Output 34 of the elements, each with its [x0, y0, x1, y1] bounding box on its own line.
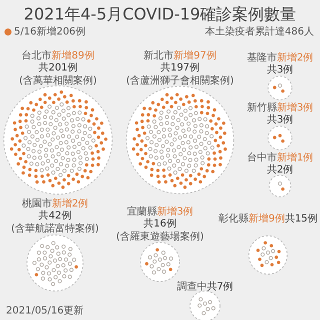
- legend-label: 5/16新增206例: [14, 26, 86, 38]
- data-label: 新增89例: [52, 50, 94, 62]
- category-label: 宜蘭縣: [126, 206, 157, 218]
- data-label: 共201例: [38, 62, 78, 74]
- data-label: 共16例: [144, 218, 176, 230]
- category-label: 基隆市: [246, 52, 277, 64]
- category-label: 新竹縣: [246, 102, 277, 114]
- text: 本土染疫者累計達486人: [204, 26, 314, 38]
- text: (含華航諾富特案例): [11, 224, 99, 234]
- data-label: 新增2例: [52, 198, 88, 210]
- category-label: 新北市: [144, 50, 174, 62]
- category-label: 桃園市: [22, 198, 52, 210]
- data-label: 共42例: [38, 210, 72, 222]
- data-label: 新增3例: [276, 102, 314, 114]
- category-label: 台北市: [22, 50, 52, 62]
- data-label: 新增1例: [276, 152, 314, 164]
- category-label: 台中市: [246, 152, 277, 164]
- category-label: 彰化縣: [218, 212, 248, 224]
- data-label: 共15例: [284, 212, 318, 224]
- data-label: 共2例: [266, 164, 294, 176]
- data-label: 共197例: [160, 62, 200, 74]
- data-label: 共7例: [206, 280, 234, 292]
- data-label: 共3例: [266, 64, 294, 76]
- text: (含羅東遊藝場案例): [116, 232, 204, 242]
- data-label: 新增3例: [156, 206, 194, 218]
- text: 2021年4-5月COVID-19確診案例數量: [24, 4, 296, 24]
- text: (含蘆洲獅子會相關案例): [126, 76, 234, 86]
- category-label: 調查中: [176, 280, 207, 292]
- text: (含萬華相關案例): [19, 76, 97, 86]
- data-label: 新增9例: [248, 212, 285, 224]
- data-label: 新增97例: [174, 50, 216, 62]
- data-label: 共3例: [266, 114, 294, 126]
- text: 2021/05/16更新: [6, 304, 84, 316]
- data-label: 新增2例: [276, 52, 314, 64]
